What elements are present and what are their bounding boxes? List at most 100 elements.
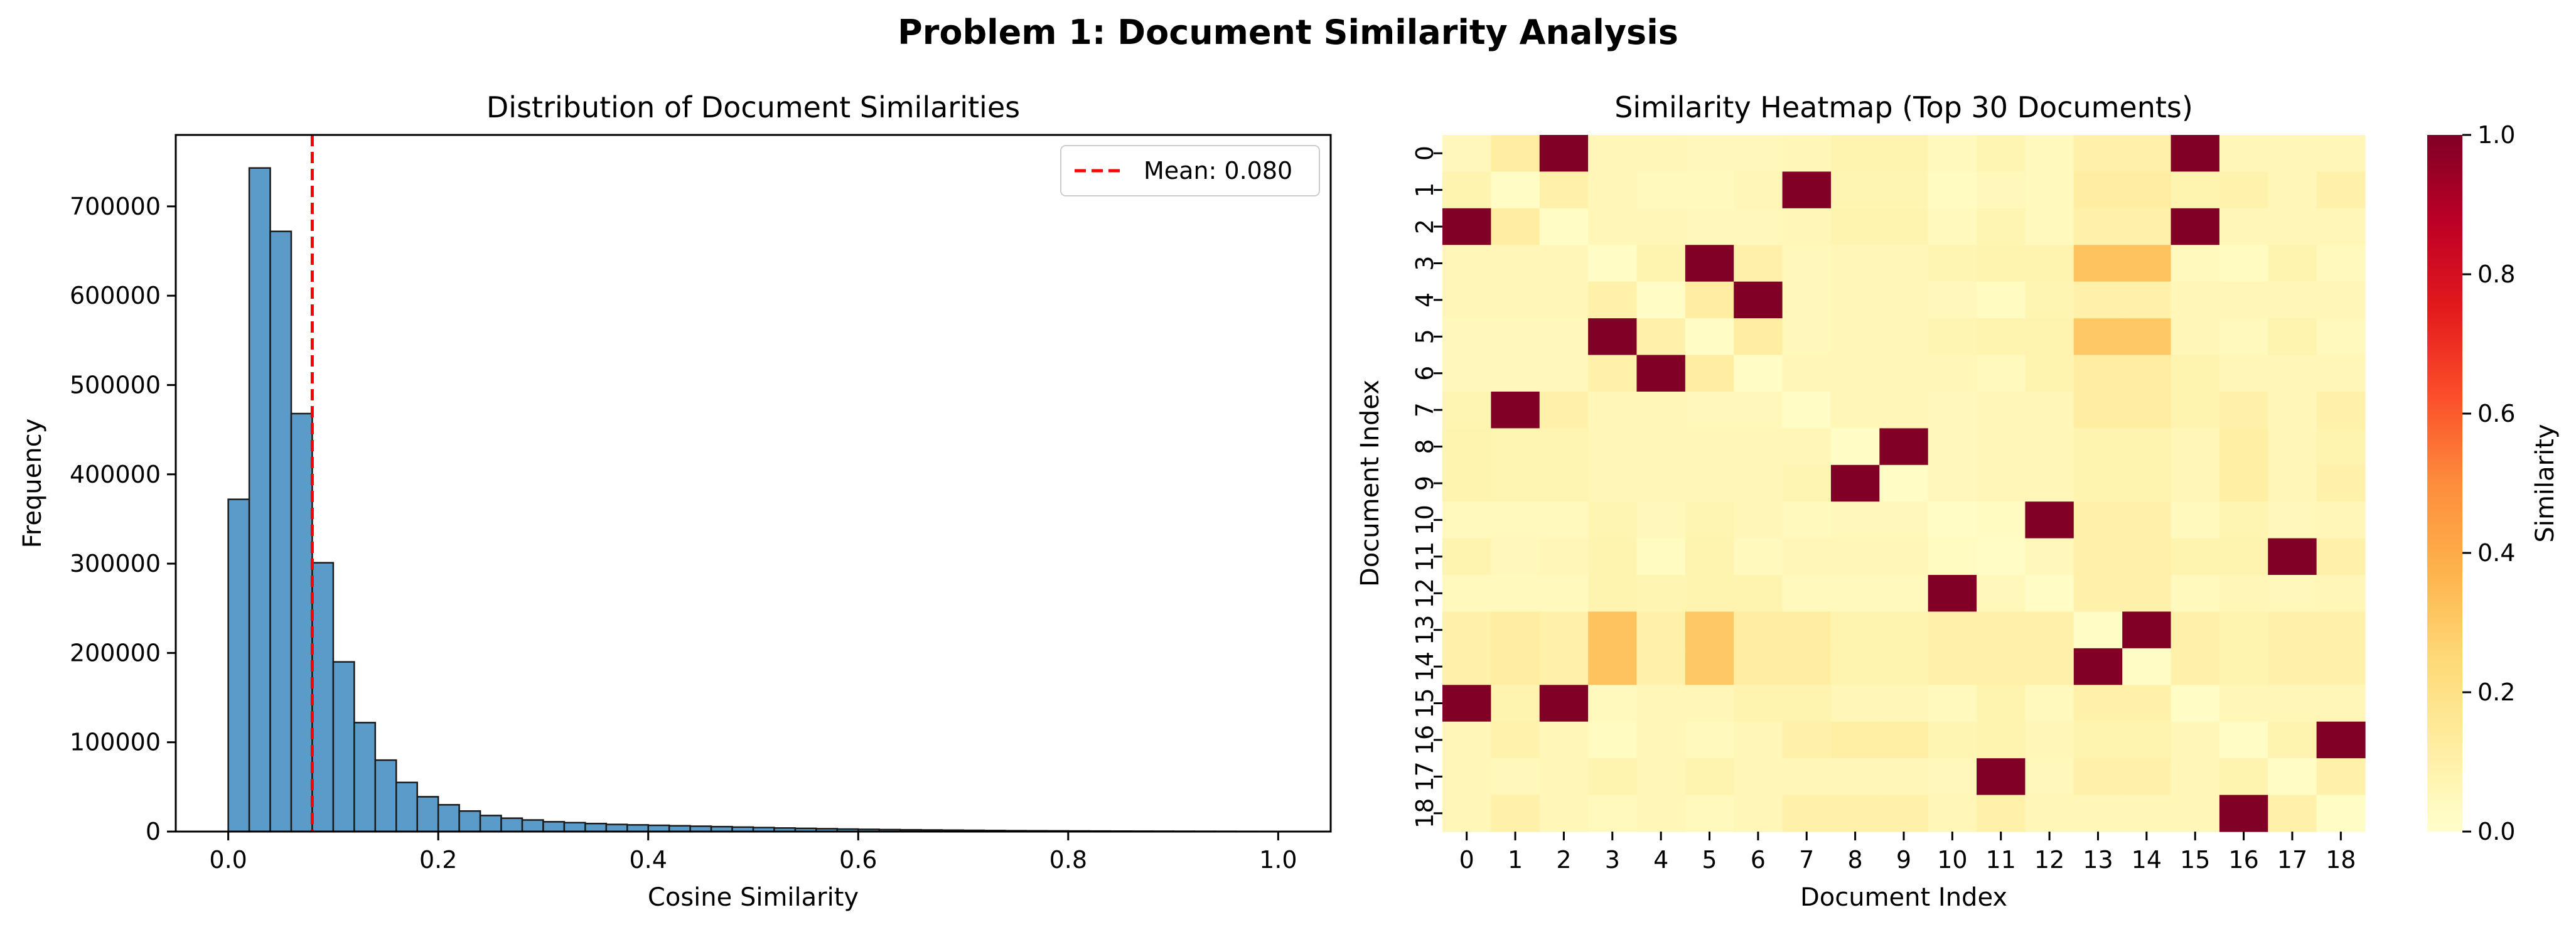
heatmap-cell: [1685, 464, 1734, 502]
heatmap-cell: [2316, 318, 2366, 356]
heatmap-cell: [1685, 428, 1734, 466]
heatmap-cell: [1442, 391, 1491, 429]
heatmap-cell: [1442, 428, 1491, 466]
heatmap-cell: [1782, 135, 1832, 173]
heatmap-x-tick-label: 9: [1896, 846, 1911, 874]
colorbar-tick-label: 1.0: [2477, 121, 2515, 149]
heatmap-x-tick-label: 1: [1508, 846, 1523, 874]
histogram-x-tick-label: 0.4: [630, 846, 667, 874]
heatmap-cell: [1928, 611, 1977, 649]
heatmap-cell: [2316, 208, 2366, 245]
heatmap-cell: [1782, 171, 1832, 209]
heatmap-cell: [2219, 464, 2268, 502]
heatmap-cell: [1685, 208, 1734, 245]
histogram-y-tick-label: 300000: [70, 550, 161, 577]
heatmap-cell: [2025, 171, 2074, 209]
histogram-bar: [269, 230, 292, 833]
heatmap-cell: [1928, 355, 1977, 392]
heatmap-cell: [2073, 318, 2123, 356]
heatmap-cell: [2073, 391, 2123, 429]
heatmap-cell: [2219, 135, 2268, 173]
heatmap-cell: [1879, 171, 1929, 209]
heatmap-cell: [1442, 575, 1491, 613]
heatmap-cell: [1491, 464, 1540, 502]
heatmap-cell: [1977, 281, 2026, 319]
heatmap-cell: [1442, 355, 1491, 392]
heatmap-cell: [1491, 501, 1540, 539]
heatmap-y-tick-label: 15: [1411, 688, 1439, 718]
heatmap-cell: [1928, 208, 1977, 245]
heatmap-cell: [1588, 428, 1638, 466]
heatmap-cell: [2122, 648, 2172, 685]
histogram-y-tick-label: 100000: [70, 729, 161, 756]
heatmap-cell: [1977, 245, 2026, 282]
heatmap-cell: [2219, 391, 2268, 429]
heatmap-cell: [2219, 208, 2268, 245]
heatmap-cell: [1685, 355, 1734, 392]
heatmap-cell: [2025, 575, 2074, 613]
heatmap-cell: [1928, 538, 1977, 576]
heatmap-cell: [2122, 721, 2172, 759]
heatmap-cell: [2073, 611, 2123, 649]
histogram-x-axis-label: Cosine Similarity: [648, 883, 859, 912]
heatmap-cell: [1588, 245, 1638, 282]
heatmap-cell: [1442, 538, 1491, 576]
heatmap-cell: [1977, 685, 2026, 722]
heatmap-cell: [1977, 355, 2026, 392]
heatmap-cell: [1442, 171, 1491, 209]
heatmap-cell: [2122, 575, 2172, 613]
heatmap-cell: [1491, 135, 1540, 173]
heatmap-cell: [2171, 171, 2220, 209]
heatmap-cell: [1830, 428, 1880, 466]
heatmap-cell: [1491, 611, 1540, 649]
heatmap-cell: [1782, 318, 1832, 356]
heatmap-cell: [1830, 318, 1880, 356]
histogram-y-tick-label: 0: [146, 818, 161, 845]
heatmap-cell: [1734, 391, 1783, 429]
heatmap-cell: [1588, 611, 1638, 649]
heatmap-y-tick-label: 18: [1411, 798, 1439, 828]
heatmap-cell: [2316, 135, 2366, 173]
heatmap-cell: [1830, 464, 1880, 502]
heatmap-cell: [2073, 135, 2123, 173]
heatmap-cell: [2268, 758, 2317, 796]
heatmap-cell: [2268, 245, 2317, 282]
heatmap-cell: [1734, 171, 1783, 209]
histogram-bar: [374, 759, 397, 833]
heatmap-cell: [1442, 721, 1491, 759]
heatmap-cell: [1442, 648, 1491, 685]
histogram-x-ticks: 0.0 0.2 0.4 0.6 0.8 1.0: [209, 832, 1297, 874]
heatmap-cell: [1977, 171, 2026, 209]
heatmap-cell: [1491, 281, 1540, 319]
heatmap-cell: [1685, 171, 1734, 209]
heatmap-cell: [1539, 538, 1589, 576]
heatmap-cell: [1928, 281, 1977, 319]
heatmap-cell: [2171, 648, 2220, 685]
histogram-bar: [353, 722, 377, 833]
heatmap-cell: [1879, 318, 1929, 356]
heatmap-cell: [2073, 501, 2123, 539]
heatmap-cell: [1588, 501, 1638, 539]
heatmap-cell: [2268, 355, 2317, 392]
heatmap-cell: [1830, 611, 1880, 649]
heatmap-cell: [2219, 171, 2268, 209]
heatmap-cell: [2122, 355, 2172, 392]
histogram-bar: [395, 781, 418, 833]
heatmap-cell: [2316, 501, 2366, 539]
heatmap-cell: [2268, 795, 2317, 832]
histogram-bar: [605, 823, 628, 833]
heatmap-x-tick-label: 17: [2277, 846, 2307, 874]
heatmap-cell: [1928, 464, 1977, 502]
heatmap-cell: [1636, 391, 1686, 429]
heatmap-cell: [1491, 245, 1540, 282]
heatmap-cell: [1734, 611, 1783, 649]
heatmap-cell: [2219, 575, 2268, 613]
heatmap-cell: [1928, 171, 1977, 209]
heatmap-cell: [2268, 721, 2317, 759]
heatmap-cell: [1636, 501, 1686, 539]
heatmap-cell: [1636, 758, 1686, 796]
heatmap-cell: [1442, 318, 1491, 356]
heatmap-cell: [1879, 575, 1929, 613]
heatmap-cell: [1588, 318, 1638, 356]
